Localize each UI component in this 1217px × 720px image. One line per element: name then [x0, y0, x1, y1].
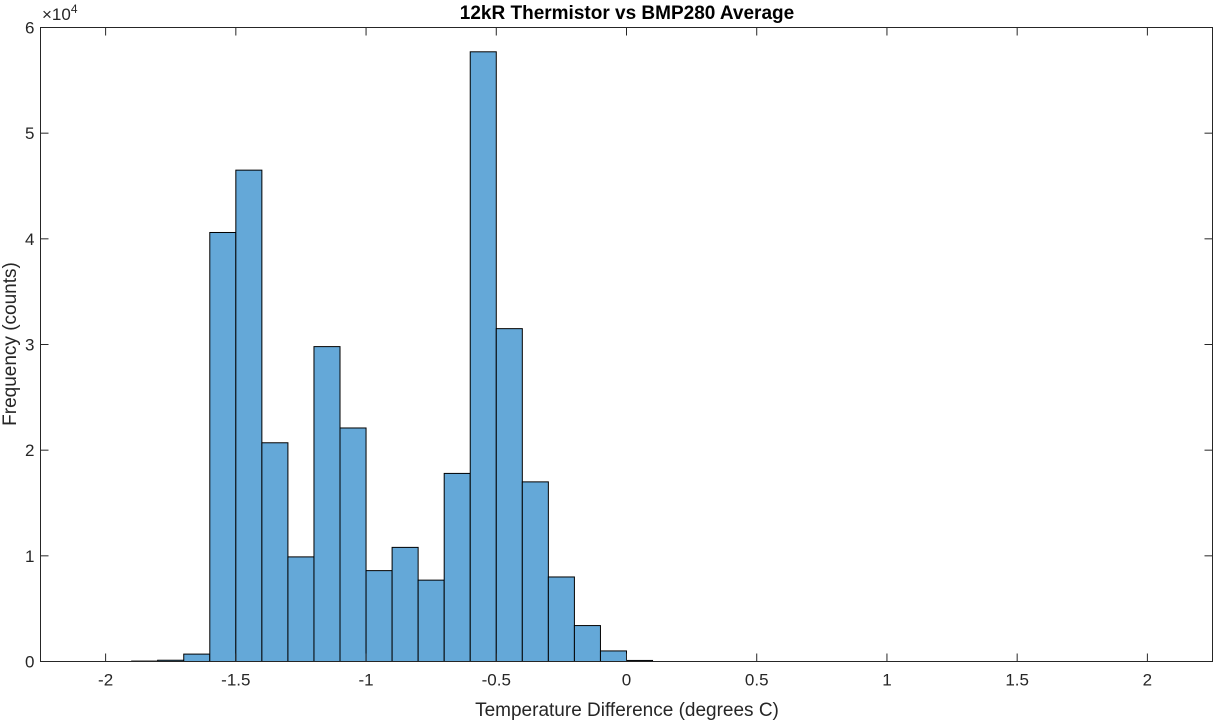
histogram-bar	[547, 576, 575, 662]
x-axis-ticks: -2 -1.5 -1 -0.5 0 0.5 1 1.5 2	[98, 27, 1152, 690]
histogram-bar	[391, 546, 419, 663]
x-tick-label: 1	[882, 671, 891, 690]
histogram-bar	[287, 556, 315, 663]
x-tick-label: 0.5	[745, 671, 769, 690]
y-tick-label: 1	[25, 547, 34, 566]
x-tick-label: -1.5	[221, 671, 250, 690]
x-tick-label: 2	[1143, 671, 1152, 690]
y-tick-label: 2	[25, 441, 34, 460]
histogram-bar	[183, 653, 211, 662]
y-tick-label: 5	[25, 124, 34, 143]
x-tick-label: -2	[98, 671, 113, 690]
histogram-bar	[209, 231, 237, 663]
histogram-bar	[573, 625, 601, 663]
y-tick-label: 4	[25, 230, 34, 249]
histogram-bar	[443, 472, 471, 662]
y-tick-label: 6	[25, 19, 34, 38]
histogram-bar	[339, 427, 367, 663]
y-tick-label: 0	[25, 653, 34, 672]
y-axis-title: Frequency (counts)	[0, 262, 21, 426]
histogram-bar	[417, 579, 445, 663]
y-exponent-power: 4	[71, 2, 78, 16]
bars-group	[131, 51, 654, 663]
y-exponent-base: ×10	[42, 5, 71, 24]
histogram-bar	[313, 346, 341, 662]
x-tick-label: 0	[622, 671, 631, 690]
x-tick-label: -1	[358, 671, 373, 690]
histogram-bar	[469, 51, 497, 663]
x-axis-title: Temperature Difference (degrees C)	[475, 700, 779, 720]
histogram-bar	[495, 328, 523, 662]
y-exponent-label: ×104	[42, 2, 78, 24]
histogram-bar	[365, 570, 393, 663]
histogram-bar	[235, 169, 263, 662]
histogram-bar	[521, 481, 549, 662]
x-tick-label: 1.5	[1005, 671, 1029, 690]
y-tick-label: 3	[25, 336, 34, 355]
histogram-bar	[261, 442, 289, 662]
x-tick-label: -0.5	[482, 671, 511, 690]
histogram-bar	[599, 650, 628, 662]
chart-title: 12kR Thermistor vs BMP280 Average	[460, 3, 794, 24]
y-axis-ticks: 0 1 2 3 4 5 6	[25, 19, 1213, 672]
